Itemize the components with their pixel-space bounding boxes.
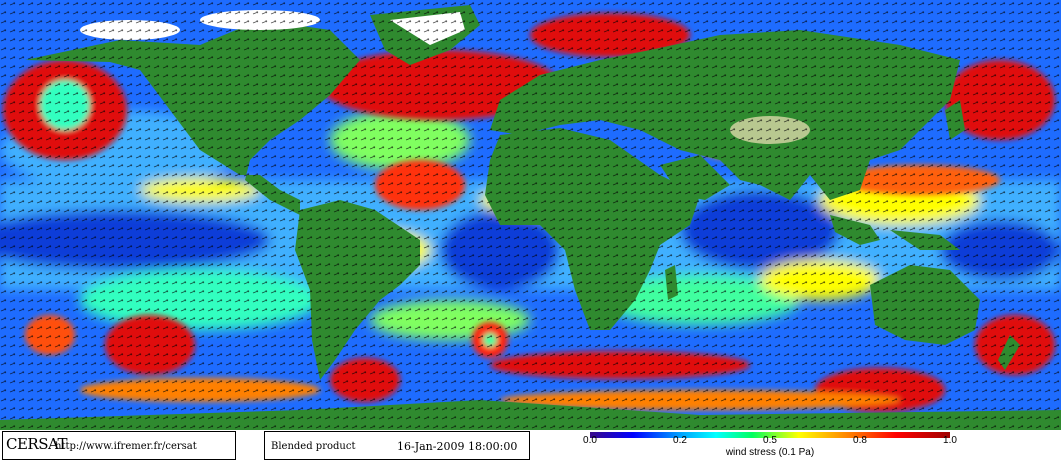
wind-vectors xyxy=(0,0,1061,430)
colorbar-tick: 0.8 xyxy=(853,435,867,446)
footer-bar: CERSAT http://www.ifremer.fr/cersat Blen… xyxy=(0,430,1061,462)
colorbar-tick: 1.0 xyxy=(943,435,957,446)
cersat-url[interactable]: http://www.ifremer.fr/cersat xyxy=(55,441,197,452)
wind-stress-map xyxy=(0,0,1061,430)
colorbar-tick: 0.2 xyxy=(673,435,687,446)
colorbar-tick: 0.5 xyxy=(763,435,777,446)
cersat-logo: CERSAT xyxy=(6,435,68,453)
colorbar: 0.0 0.2 0.5 0.8 1.0 wind stress (0.1 Pa) xyxy=(583,432,957,460)
product-name: Blended product xyxy=(271,441,356,452)
product-info-box: Blended product 16-Jan-2009 18:00:00 xyxy=(264,431,530,460)
timestamp: 16-Jan-2009 18:00:00 xyxy=(397,440,518,453)
colorbar-tick: 0.0 xyxy=(583,435,597,446)
logo-box: CERSAT http://www.ifremer.fr/cersat xyxy=(2,431,236,460)
colorbar-gradient xyxy=(590,432,950,438)
colorbar-label: wind stress (0.1 Pa) xyxy=(725,447,815,458)
